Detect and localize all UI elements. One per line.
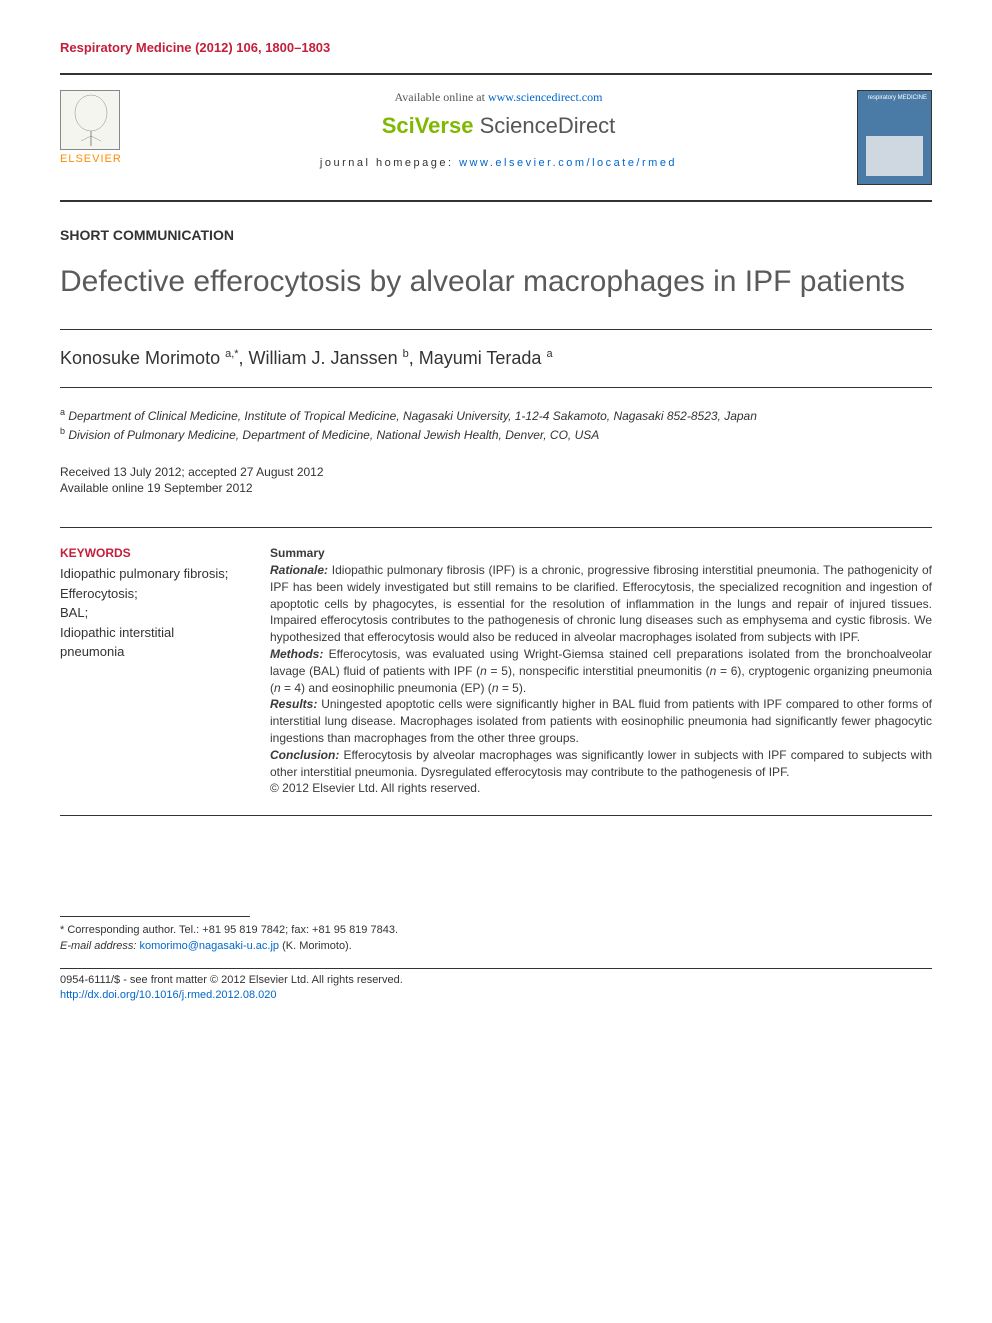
corresponding-email-line: E-mail address: komorimo@nagasaki-u.ac.j… [60,939,932,954]
homepage-line: journal homepage: www.elsevier.com/locat… [170,157,827,169]
footnote-separator [60,916,250,917]
elsevier-label: ELSEVIER [60,153,130,165]
corresponding-author: * Corresponding author. Tel.: +81 95 819… [60,923,932,954]
received-accepted-date: Received 13 July 2012; accepted 27 Augus… [60,464,932,481]
journal-cover-thumbnail: respiratory MEDICINE [857,90,932,185]
authors-line: Konosuke Morimoto a,*, William J. Jansse… [60,348,932,369]
sciencedirect-link[interactable]: www.sciencedirect.com [488,90,603,104]
corresponding-email-link[interactable]: komorimo@nagasaki-u.ac.jp [139,940,279,952]
affiliations-block: a Department of Clinical Medicine, Insti… [60,406,932,444]
keywords-list: Idiopathic pulmonary fibrosis;Efferocyto… [60,564,240,662]
article-dates: Received 13 July 2012; accepted 27 Augus… [60,464,932,498]
homepage-label: journal homepage: [320,157,459,169]
summary-text: Rationale: Idiopathic pulmonary fibrosis… [270,562,932,797]
sciencedirect-text: ScienceDirect [480,113,616,138]
journal-reference: Respiratory Medicine (2012) 106, 1800–18… [60,40,932,55]
keywords-column: KEYWORDS Idiopathic pulmonary fibrosis;E… [60,546,240,797]
available-label: Available online at [395,90,488,104]
summary-column: Summary Rationale: Idiopathic pulmonary … [270,546,932,797]
authors-separator [60,387,932,388]
publisher-bar: ELSEVIER Available online at www.science… [60,73,932,202]
cover-title: respiratory MEDICINE [868,95,927,101]
sciverse-text: SciVerse [382,113,480,138]
abstract-row: KEYWORDS Idiopathic pulmonary fibrosis;E… [60,527,932,816]
homepage-link[interactable]: www.elsevier.com/locate/rmed [459,157,677,169]
email-label: E-mail address: [60,940,139,952]
title-separator [60,329,932,330]
email-attribution: (K. Morimoto). [279,940,352,952]
elsevier-tree-icon [60,90,120,150]
article-type: SHORT COMMUNICATION [60,227,932,243]
elsevier-logo: ELSEVIER [60,90,130,165]
online-date: Available online 19 September 2012 [60,480,932,497]
doi-link[interactable]: http://dx.doi.org/10.1016/j.rmed.2012.08… [60,989,277,1001]
summary-heading: Summary [270,546,932,560]
sciverse-logo: SciVerse ScienceDirect [170,113,827,139]
cover-image-placeholder [866,136,923,176]
article-title: Defective efferocytosis by alveolar macr… [60,263,932,301]
issn-copyright: 0954-6111/$ - see front matter © 2012 El… [60,973,932,988]
footer-copyright: 0954-6111/$ - see front matter © 2012 El… [60,968,932,1004]
platform-center: Available online at www.sciencedirect.co… [170,90,827,169]
keywords-heading: KEYWORDS [60,546,240,560]
corresponding-tel-fax: * Corresponding author. Tel.: +81 95 819… [60,923,932,938]
available-online-text: Available online at www.sciencedirect.co… [170,90,827,105]
